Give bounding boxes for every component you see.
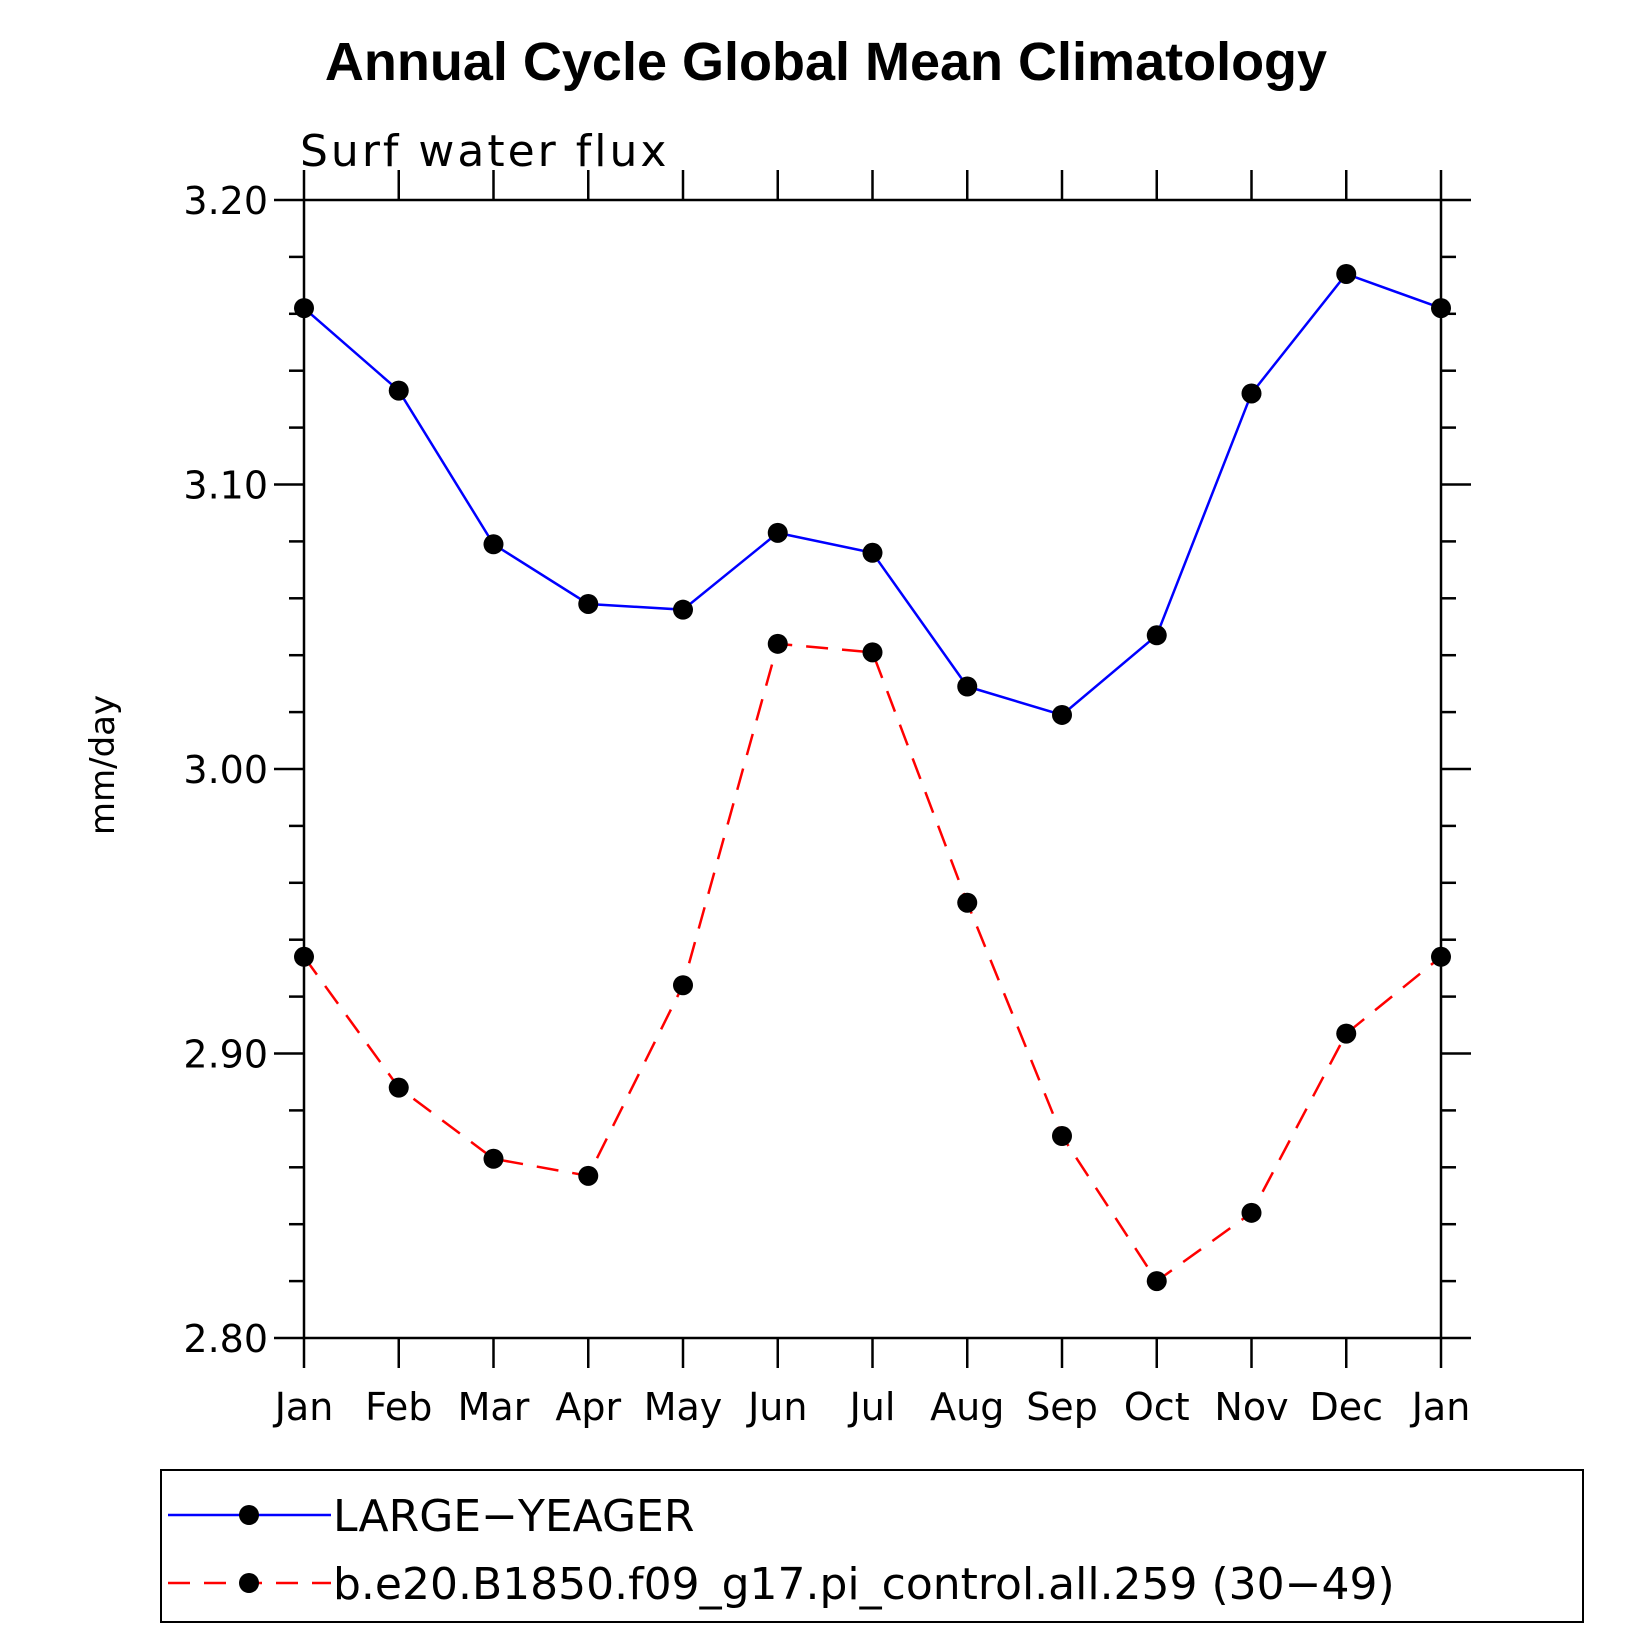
x-tick-label: Oct — [1124, 1385, 1190, 1429]
series-1-point — [294, 946, 314, 967]
x-tick-label: Jun — [746, 1385, 807, 1429]
y-tick-label: 3.00 — [183, 748, 268, 792]
series-0-point — [673, 599, 693, 620]
series-line-1 — [302, 642, 1442, 1283]
series-0-point — [1146, 625, 1167, 646]
y-tick-label: 3.20 — [183, 179, 268, 223]
x-tick-label: Mar — [458, 1385, 530, 1429]
x-tick-label: Feb — [365, 1385, 432, 1429]
series-0-point — [767, 522, 788, 543]
x-tick-label: May — [644, 1385, 723, 1429]
series-0-point — [294, 298, 314, 319]
series-1-point — [1241, 1202, 1262, 1223]
series-0-point — [957, 676, 978, 697]
legend-label-b-e20: b.e20.B1850.f09_g17.pi_control.all.259 (… — [333, 1559, 1395, 1610]
x-tick-label: Jul — [848, 1385, 896, 1429]
y-tick-label: 3.10 — [183, 464, 268, 508]
series-1-point — [1336, 1023, 1357, 1044]
series-0-point — [862, 542, 883, 563]
axis-ticks — [274, 170, 1471, 1368]
series-0-point — [388, 380, 409, 401]
y-axis-label: mm/day — [83, 695, 123, 835]
series-layer — [294, 263, 1451, 1292]
legend-marker-b-e20 — [239, 1573, 259, 1593]
x-tick-label: Sep — [1026, 1385, 1098, 1429]
y-tick-labels: 3.20 3.10 3.00 2.90 2.80 — [183, 179, 268, 1361]
legend-label-large-yeager: LARGE−YEAGER — [333, 1491, 694, 1542]
series-1-point — [862, 642, 883, 663]
legend: LARGE−YEAGER b.e20.B1850.f09_g17.pi_cont… — [160, 1469, 1584, 1623]
series-1-point — [578, 1165, 599, 1186]
x-tick-labels: Jan Feb Mar Apr May Jun Jul Aug Sep Oct Nov Dec Jan — [273, 1385, 1471, 1429]
x-tick-label: Dec — [1309, 1385, 1383, 1429]
x-tick-label: Aug — [930, 1385, 1004, 1429]
series-0-point — [1431, 298, 1451, 319]
series-1-point — [1052, 1126, 1072, 1147]
series-0-point — [1336, 263, 1357, 284]
series-0-point — [483, 534, 504, 555]
x-tick-label: Jan — [1410, 1385, 1471, 1429]
series-0-point — [1241, 383, 1262, 404]
series-1-point — [673, 975, 693, 996]
series-1-point — [388, 1077, 409, 1098]
series-0-point — [578, 593, 599, 614]
legend-box — [160, 1469, 1584, 1623]
x-tick-label: Nov — [1214, 1385, 1288, 1429]
series-1-point — [957, 892, 978, 913]
series-1-point — [1431, 946, 1451, 967]
x-tick-label: Jan — [273, 1385, 334, 1429]
series-0-point — [1052, 704, 1072, 725]
series-1-point — [483, 1148, 504, 1169]
series-1-point — [767, 633, 788, 654]
series-1-point — [1146, 1271, 1167, 1292]
x-tick-label: Apr — [555, 1385, 621, 1429]
chart-title: Annual Cycle Global Mean Climatology — [325, 32, 1327, 92]
legend-marker-large-yeager — [239, 1505, 259, 1525]
y-tick-label: 2.90 — [183, 1033, 268, 1077]
chart-subtitle: Surf water flux — [300, 126, 669, 177]
y-tick-label: 2.80 — [183, 1317, 268, 1361]
